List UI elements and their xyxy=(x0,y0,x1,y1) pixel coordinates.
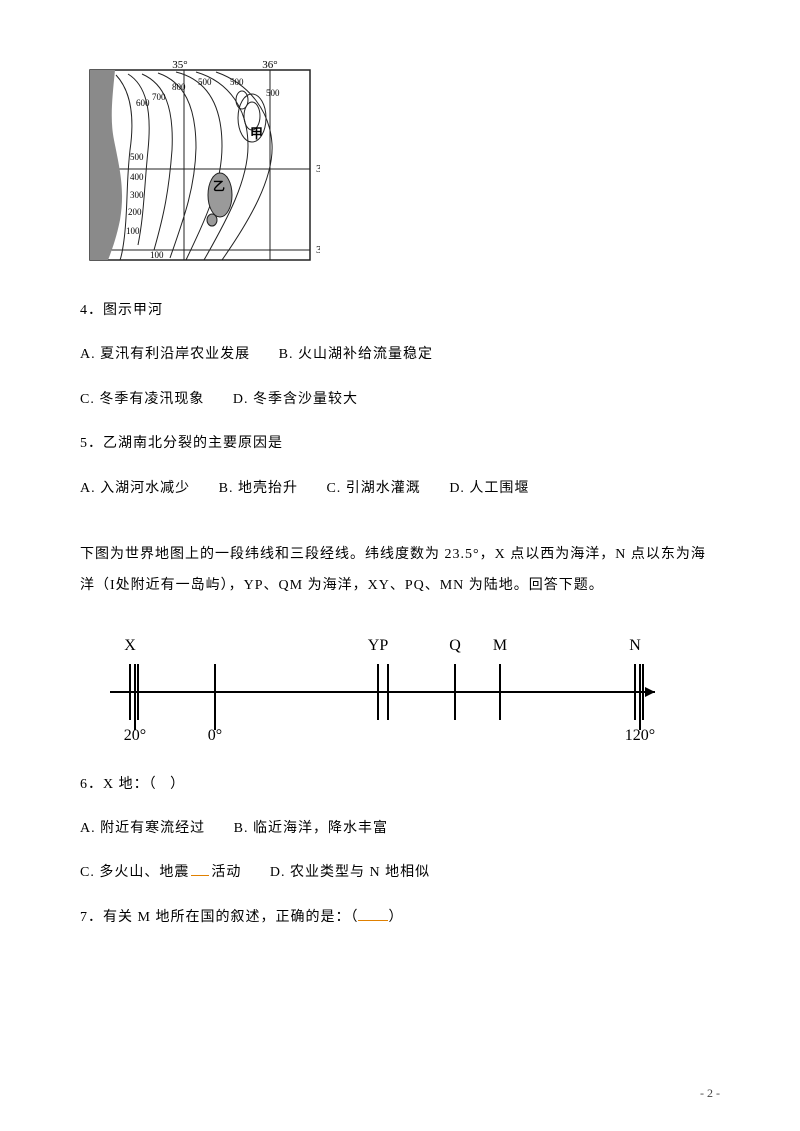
svg-text:600: 600 xyxy=(136,98,150,108)
q6-options-row1: A. 附近有寒流经过 B. 临近海洋，降水丰富 xyxy=(80,818,720,840)
svg-text:120°: 120° xyxy=(625,727,655,744)
label-yi: 乙 xyxy=(213,179,225,193)
passage-text: 下图为世界地图上的一段纬线和三段经线。纬线度数为 23.5°，X 点以西为海洋，… xyxy=(80,540,720,602)
lat-label-32: 32° xyxy=(316,163,320,175)
q7-stem: 7．有关 M 地所在国的叙述，正确的是：（ ） xyxy=(80,907,720,929)
lon-label-36: 36° xyxy=(262,60,277,71)
page-number: - 2 - xyxy=(700,1086,720,1101)
q4-option-b: B. 火山湖补给流量稳定 xyxy=(279,344,433,366)
svg-text:N: N xyxy=(629,637,641,654)
q4-option-c: C. 冬季有凌汛现象 xyxy=(80,389,204,411)
svg-text:100: 100 xyxy=(126,226,140,236)
svg-text:M: M xyxy=(493,637,507,654)
latitude-line-svg: X 20° 0° YP Q M N 120° xyxy=(80,622,680,752)
q6-option-b: B. 临近海洋，降水丰富 xyxy=(234,818,388,840)
latitude-line-figure: X 20° 0° YP Q M N 120° xyxy=(80,622,680,752)
q5-option-d: D. 人工围堰 xyxy=(449,478,529,500)
q5-options: A. 入湖河水减少 B. 地壳抬升 C. 引湖水灌溉 D. 人工围堰 xyxy=(80,478,720,500)
q6-option-c-pre: C. 多火山、地震 xyxy=(80,865,189,880)
q6-blank xyxy=(157,777,171,792)
svg-text:700: 700 xyxy=(152,92,166,102)
svg-text:Q: Q xyxy=(449,637,461,654)
q6-option-d: D. 农业类型与 N 地相似 xyxy=(270,862,430,884)
q6-option-c-post: 活动 xyxy=(211,865,241,880)
svg-text:0°: 0° xyxy=(208,727,222,744)
q4-option-a: A. 夏汛有利沿岸农业发展 xyxy=(80,344,250,366)
label-jia: 甲 xyxy=(250,126,263,141)
q6-stem: 6．X 地：（ ） xyxy=(80,774,720,796)
svg-text:X: X xyxy=(124,637,136,654)
q4-options-row2: C. 冬季有凌汛现象 D. 冬季含沙量较大 xyxy=(80,389,720,411)
contour-map-figure: 35° 36° 32° 31° 600 700 800 500 500 500 … xyxy=(80,60,320,270)
q7-stem-pre: 7．有关 M 地所在国的叙述，正确的是：（ xyxy=(80,910,358,925)
svg-text:YP: YP xyxy=(368,637,389,654)
q6-option-a: A. 附近有寒流经过 xyxy=(80,818,205,840)
q4-stem: 4．图示甲河 xyxy=(80,300,720,322)
q4-option-d: D. 冬季含沙量较大 xyxy=(233,389,358,411)
q6-option-c: C. 多火山、地震 活动 xyxy=(80,862,241,884)
svg-text:300: 300 xyxy=(130,190,144,200)
q6-stem-post: ） xyxy=(170,777,185,792)
svg-text:500: 500 xyxy=(198,77,212,87)
q7-stem-post: ） xyxy=(388,910,403,925)
q5-stem: 5．乙湖南北分裂的主要原因是 xyxy=(80,433,720,455)
lat-label-31: 31° xyxy=(316,244,320,256)
svg-text:20°: 20° xyxy=(124,727,146,744)
contour-map-svg: 35° 36° 32° 31° 600 700 800 500 500 500 … xyxy=(80,60,320,270)
svg-text:800: 800 xyxy=(172,82,186,92)
q6-options-row2: C. 多火山、地震 活动 D. 农业类型与 N 地相似 xyxy=(80,862,720,884)
q5-option-b: B. 地壳抬升 xyxy=(219,478,298,500)
q5-option-c: C. 引湖水灌溉 xyxy=(326,478,420,500)
svg-text:400: 400 xyxy=(130,172,144,182)
q6-stem-pre: 6．X 地：（ xyxy=(80,777,157,792)
q4-options-row1: A. 夏汛有利沿岸农业发展 B. 火山湖补给流量稳定 xyxy=(80,344,720,366)
q7-blank-underline xyxy=(358,920,388,921)
q5-option-a: A. 入湖河水减少 xyxy=(80,478,190,500)
svg-text:500: 500 xyxy=(130,152,144,162)
svg-text:500: 500 xyxy=(266,88,280,98)
svg-text:200: 200 xyxy=(128,207,142,217)
svg-text:500: 500 xyxy=(230,77,244,87)
svg-text:100: 100 xyxy=(150,250,164,260)
lon-label-35: 35° xyxy=(172,60,187,71)
q6-option-c-underline xyxy=(191,875,209,876)
